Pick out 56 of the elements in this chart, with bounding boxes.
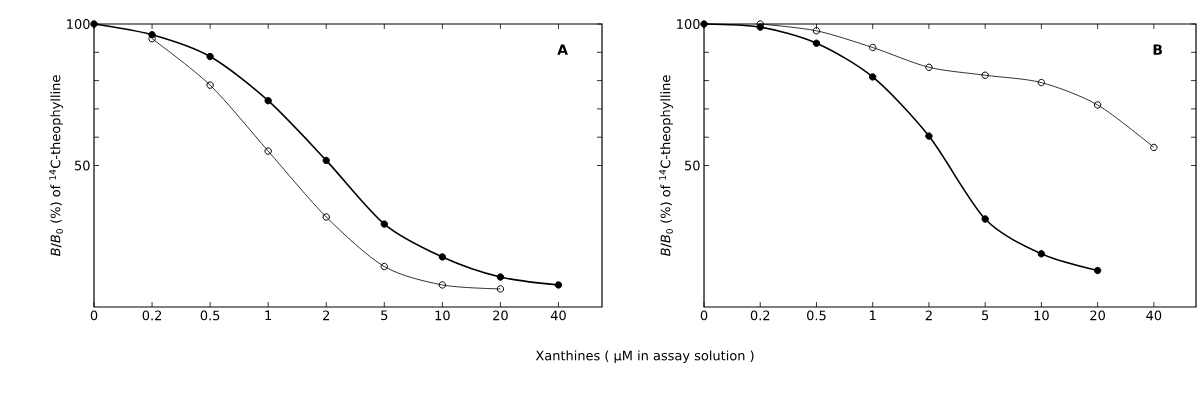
point: [1037, 250, 1046, 258]
x-tick-label: 0: [700, 310, 708, 321]
y-tick-label: 100: [67, 19, 90, 29]
x-tick-label: 5: [381, 310, 388, 321]
annotation: A: [557, 44, 568, 55]
point: [1093, 266, 1102, 275]
x-tick-label: 0.5: [807, 310, 826, 321]
x-tick-label: 1: [265, 310, 272, 320]
x-tick-label: 5: [982, 310, 989, 321]
point: [380, 220, 388, 228]
point: [1150, 143, 1158, 152]
point: [554, 281, 563, 289]
x-tick-label: 40: [550, 310, 566, 321]
point: [90, 20, 98, 28]
x-tick-label: 0.5: [200, 310, 220, 321]
point: [264, 147, 272, 155]
x-tick-label: 2: [323, 310, 330, 321]
x-tick-label: 10: [1034, 310, 1049, 321]
point: [206, 81, 214, 89]
point: [496, 285, 505, 293]
annotation: B: [1153, 44, 1162, 55]
point: [812, 39, 821, 47]
point: [322, 213, 330, 221]
x-tick-label: 1: [870, 310, 876, 320]
y-tick-label: 50: [685, 160, 700, 171]
x-tick-label: 20: [493, 310, 508, 321]
point: [496, 273, 505, 281]
point: [925, 132, 933, 140]
x-axis-title: Xanthines ( µM in assay solution ): [535, 350, 754, 363]
x-tick-label: 0.2: [750, 310, 770, 321]
x-tick-label: 40: [1146, 310, 1162, 321]
point: [925, 63, 933, 71]
x-tick-label: 0.2: [142, 310, 162, 321]
point: [869, 73, 877, 81]
x-tick-label: 0: [90, 310, 98, 321]
x-tick-label: 20: [1090, 310, 1105, 321]
point: [322, 156, 330, 165]
point: [981, 215, 989, 223]
y-axis-title: B/B$_{0}$ (%) of $^{14}$C-theophylline: [659, 75, 673, 256]
x-tick-label: 2: [925, 310, 932, 321]
point: [1093, 101, 1102, 109]
point: [869, 43, 877, 52]
point: [206, 52, 214, 61]
y-axis-title: B/B$_{0}$ (%) of $^{14}$C-theophylline: [49, 75, 63, 256]
point: [264, 97, 272, 105]
point: [438, 253, 447, 261]
point: [148, 35, 156, 43]
x-tick-label: 10: [435, 310, 450, 321]
point: [812, 27, 821, 35]
point: [700, 20, 708, 28]
y-tick-label: 50: [75, 160, 90, 171]
point: [1037, 78, 1046, 87]
point: [981, 71, 989, 79]
y-tick-label: 100: [677, 19, 700, 29]
point: [438, 281, 447, 289]
point: [380, 262, 388, 271]
